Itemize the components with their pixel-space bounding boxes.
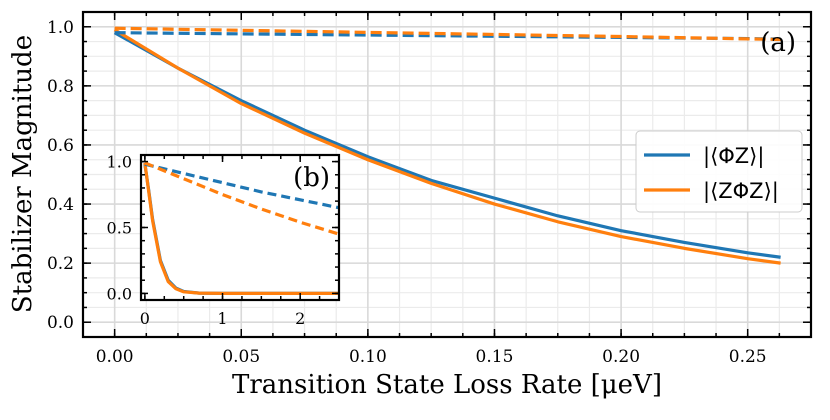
inset-series-dashed-3 (144, 161, 340, 236)
inset-y-tick-label: 0.0 (107, 284, 132, 303)
main-y-tick-label: 0.6 (47, 136, 74, 156)
inset-axes-frame (139, 153, 341, 302)
main-y-tick-label: 0.2 (47, 254, 74, 274)
panel-b-label: (b) (293, 163, 330, 193)
main-series-group (113, 26, 781, 265)
main-series-solid-0 (113, 31, 781, 259)
inset-y-tick-label: 1.0 (107, 153, 132, 172)
main-axes-frame (81, 10, 813, 339)
inset-x-tick-label: 1 (217, 309, 227, 328)
inset-tick-labels: 0 1 2 0.0 0.5 1.0 (107, 153, 306, 328)
main-y-tick-label: 1.0 (47, 18, 74, 38)
inset-x-tick-label: 2 (295, 309, 305, 328)
main-y-tick-label: 0.4 (47, 195, 74, 215)
main-y-tick-label: 0.0 (47, 313, 74, 333)
legend: |⟨ΦZ⟩| |⟨ZΦZ⟩| (635, 130, 803, 213)
inset-series-solid-1 (143, 162, 339, 296)
main-series-solid-1 (113, 28, 781, 265)
x-axis-label: Transition State Loss Rate [μeV] (232, 370, 662, 400)
legend-box (635, 130, 803, 213)
inset-series-group (143, 161, 340, 296)
main-tick-labels: 0.00 0.05 0.10 0.15 0.20 0.250.00.20.40.60.81… (47, 18, 767, 367)
main-x-tick-label: 0.00 (96, 347, 134, 367)
main-x-tick-label: 0.05 (222, 347, 260, 367)
panel-a-label: (a) (760, 28, 796, 58)
main-x-tick-label: 0.20 (602, 347, 640, 367)
main-series-dashed-3 (114, 26, 781, 42)
inset-x-tick-label: 0 (140, 309, 150, 328)
main-y-tick-label: 0.8 (47, 77, 74, 97)
main-x-tick-label: 0.15 (476, 347, 514, 367)
legend-label-z-phi-z: |⟨ZΦZ⟩| (703, 179, 779, 204)
y-axis-label: Stabilizer Magnitude (8, 35, 38, 313)
main-x-tick-label: 0.25 (729, 347, 767, 367)
inset-series-dashed-2 (144, 162, 340, 210)
main-x-tick-label: 0.10 (349, 347, 387, 367)
inset-background (141, 155, 339, 300)
legend-label-phi-z: |⟨ΦZ⟩| (703, 144, 764, 169)
inset-y-tick-label: 0.5 (107, 219, 132, 238)
